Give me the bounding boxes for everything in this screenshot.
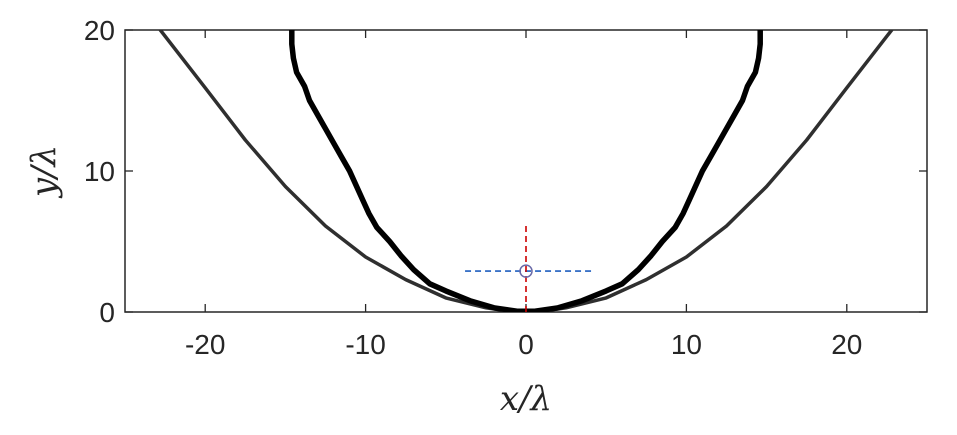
series-group [158, 30, 894, 312]
y-axis-label: y/λ [24, 145, 64, 199]
x-tick-label: 10 [671, 329, 702, 360]
y-tick-label: 0 [99, 297, 115, 328]
x-tick-label: 0 [518, 329, 534, 360]
x-tick-label: -10 [345, 329, 385, 360]
center-marker [519, 264, 533, 278]
y-tick-label: 10 [84, 156, 115, 187]
series-line-parabola [158, 30, 894, 312]
plot-area: -20 -10 0 10 20 0 10 20 x/λ y/λ [24, 15, 928, 419]
y-tick-label: 20 [84, 15, 115, 46]
x-tick-label: -20 [185, 329, 225, 360]
x-axis-label: x/λ [500, 379, 552, 419]
x-tick-label: 20 [831, 329, 862, 360]
